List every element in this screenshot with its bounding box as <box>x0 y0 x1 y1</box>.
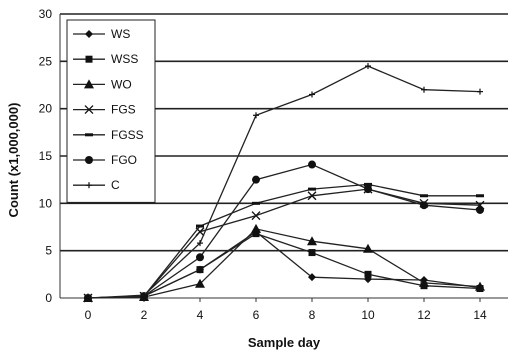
data-point-wo-3 <box>251 223 261 233</box>
data-point-fgs-4 <box>307 191 317 201</box>
series-lines <box>83 63 485 303</box>
data-point-fgo-3 <box>252 175 260 184</box>
data-point-fgo-2 <box>196 253 204 262</box>
tick-labels: 0 5 10 15 20 25 30 0 2 4 6 8 10 12 14 <box>39 7 487 322</box>
y-tick-label-1: 5 <box>45 244 52 258</box>
legend-marker-fgss <box>85 133 93 137</box>
legend-label-ws: WS <box>111 27 130 41</box>
data-point-c-0 <box>85 295 91 301</box>
legend-marker-c <box>86 182 92 189</box>
legend: WS WSS WO FGS FGSS FGO C <box>66 19 156 203</box>
y-tick-label-5: 25 <box>39 54 53 68</box>
data-point-wss-3 <box>252 230 260 238</box>
data-point-c-5 <box>365 63 371 70</box>
data-point-c-1 <box>141 292 147 299</box>
data-point-wo-7 <box>475 281 485 291</box>
legend-label-fgo: FGO <box>111 153 137 167</box>
y-tick-label-4: 20 <box>39 102 53 116</box>
y-tick-label-6: 30 <box>39 7 53 21</box>
legend-item-wss: WSS <box>73 52 138 66</box>
legend-box <box>66 19 156 203</box>
data-point-c-7 <box>477 88 483 95</box>
data-point-wss-4 <box>308 249 316 257</box>
data-point-wss-5 <box>364 270 372 278</box>
data-point-c-6 <box>421 86 427 93</box>
data-point-fgo-6 <box>420 201 428 210</box>
series-line-fgo <box>87 163 481 299</box>
data-point-wo-2 <box>195 278 205 288</box>
y-axis-title: Count (x1,000,000) <box>6 103 21 218</box>
data-point-wo-6 <box>419 277 429 287</box>
data-point-fgss-4 <box>308 187 316 191</box>
legend-marker-wss <box>85 55 93 63</box>
data-point-fgss-2 <box>196 224 204 228</box>
data-point-ws-4 <box>308 273 316 282</box>
legend-marker-fgo <box>85 156 93 164</box>
legend-item-fgo: FGO <box>73 153 137 167</box>
y-tick-label-3: 15 <box>39 149 53 163</box>
legend-marker-fgs <box>84 105 94 115</box>
x-tick-label-5: 10 <box>361 308 375 322</box>
legend-label-fgss: FGSS <box>111 128 144 142</box>
data-point-fgss-5 <box>364 182 372 186</box>
legend-marker-wo <box>84 79 94 89</box>
legend-item-fgs: FGS <box>73 103 136 117</box>
data-point-c-3 <box>253 112 259 119</box>
legend-item-wo: WO <box>73 77 132 91</box>
series-wo <box>83 223 485 302</box>
data-point-c-4 <box>309 91 315 98</box>
y-tick-label-0: 0 <box>45 291 52 305</box>
legend-item-ws: WS <box>73 27 130 41</box>
series-line-c <box>87 65 481 299</box>
data-point-fgs-3 <box>251 211 261 221</box>
legend-item-fgss: FGSS <box>73 128 144 142</box>
legend-label-wo: WO <box>111 77 132 91</box>
y-tick-label-2: 10 <box>39 196 53 210</box>
x-axis-title: Sample day <box>248 335 321 350</box>
series-ws <box>84 227 484 302</box>
data-point-fgss-7 <box>476 194 484 198</box>
x-tick-label-2: 4 <box>197 308 204 322</box>
legend-label-fgs: FGS <box>111 103 136 117</box>
data-point-wo-4 <box>307 236 317 246</box>
x-tick-label-0: 0 <box>85 308 92 322</box>
x-tick-label-7: 14 <box>473 308 487 322</box>
legend-label-c: C <box>111 178 120 192</box>
data-point-wss-2 <box>196 266 204 274</box>
series-wss <box>84 230 484 302</box>
data-point-fgss-6 <box>420 194 428 198</box>
x-tick-label-1: 2 <box>141 308 148 322</box>
series-c <box>85 63 483 301</box>
data-point-fgss-3 <box>252 201 260 205</box>
legend-marker-ws <box>85 30 93 38</box>
series-line-fgss <box>87 183 480 299</box>
legend-item-c: C <box>73 178 120 192</box>
legend-label-wss: WSS <box>111 52 138 66</box>
series-line-wo <box>87 228 481 299</box>
axes <box>59 14 508 302</box>
x-tick-label-6: 12 <box>417 308 431 322</box>
data-point-fgo-7 <box>476 205 484 214</box>
data-point-c-2 <box>197 240 203 247</box>
series-line-wss <box>87 232 481 299</box>
x-tick-label-4: 8 <box>309 308 316 322</box>
data-point-fgo-5 <box>364 185 372 194</box>
x-tick-label-3: 6 <box>253 308 260 322</box>
data-point-fgo-4 <box>308 160 316 169</box>
data-point-wo-5 <box>363 243 373 253</box>
